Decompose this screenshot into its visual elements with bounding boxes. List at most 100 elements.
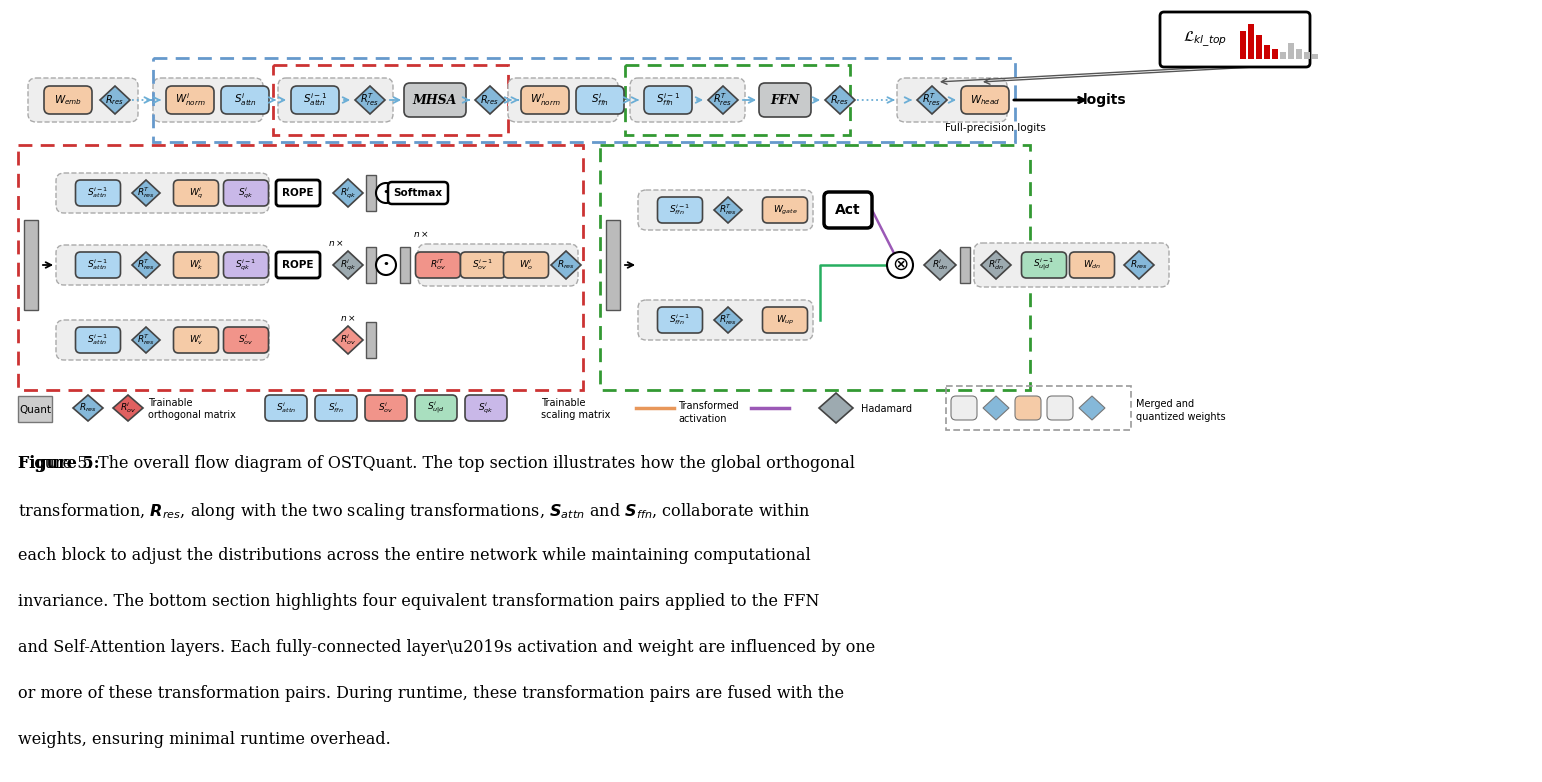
Bar (365, 322, 376, 358)
Polygon shape (333, 179, 362, 207)
Text: $W_{gate}$: $W_{gate}$ (773, 203, 797, 217)
Polygon shape (72, 395, 103, 421)
FancyBboxPatch shape (466, 395, 507, 421)
Text: $R^T_{res}$: $R^T_{res}$ (137, 185, 154, 200)
Text: $W^i_q$: $W^i_q$ (188, 185, 204, 201)
Polygon shape (355, 86, 386, 114)
Text: $n\times$: $n\times$ (341, 313, 356, 323)
Bar (1312, 54, 1318, 59)
FancyBboxPatch shape (365, 395, 407, 421)
FancyBboxPatch shape (521, 86, 569, 114)
Text: $S^i_{ov}$: $S^i_{ov}$ (378, 400, 393, 415)
FancyBboxPatch shape (389, 182, 449, 204)
Text: Figure 5: The overall flow diagram of OSTQuant. The top section illustrates how : Figure 5: The overall flow diagram of OS… (19, 455, 854, 472)
Text: Softmax: Softmax (393, 188, 443, 198)
Text: $R_{res}$: $R_{res}$ (481, 93, 500, 107)
FancyBboxPatch shape (224, 252, 268, 278)
Polygon shape (475, 86, 504, 114)
Text: $S^{i-1}_{attn}$: $S^{i-1}_{attn}$ (88, 257, 108, 272)
FancyBboxPatch shape (418, 244, 578, 286)
Text: $S^i_{ov}$: $S^i_{ov}$ (239, 332, 254, 347)
Polygon shape (981, 251, 1012, 279)
Text: $n\times$: $n\times$ (413, 229, 429, 239)
FancyBboxPatch shape (167, 86, 214, 114)
Text: $R_{res}$: $R_{res}$ (557, 259, 575, 271)
Text: $S^i_{attn}$: $S^i_{attn}$ (276, 400, 296, 415)
Polygon shape (819, 393, 853, 423)
Text: $R^i_{ov}$: $R^i_{ov}$ (341, 332, 356, 347)
Polygon shape (708, 86, 739, 114)
FancyBboxPatch shape (975, 243, 1169, 287)
Polygon shape (1079, 396, 1106, 420)
Bar (153, 58, 1015, 142)
Text: $S^{i-1}_{attn}$: $S^{i-1}_{attn}$ (88, 185, 108, 200)
Polygon shape (1124, 251, 1153, 279)
Text: $S^{i-1}_{ov}$: $S^{i-1}_{ov}$ (472, 257, 493, 272)
Polygon shape (714, 307, 742, 333)
Bar (365, 175, 376, 211)
FancyBboxPatch shape (56, 173, 268, 213)
FancyBboxPatch shape (221, 86, 268, 114)
Polygon shape (714, 197, 742, 223)
FancyBboxPatch shape (762, 197, 808, 223)
Bar (600, 145, 1030, 390)
Polygon shape (100, 86, 130, 114)
FancyBboxPatch shape (1015, 396, 1041, 420)
Text: ROPE: ROPE (282, 260, 313, 270)
Text: $W^i_v$: $W^i_v$ (188, 332, 204, 347)
FancyBboxPatch shape (276, 180, 321, 206)
Bar (25, 220, 39, 310)
Polygon shape (982, 396, 1008, 420)
FancyBboxPatch shape (897, 78, 1007, 122)
Polygon shape (133, 252, 160, 278)
FancyBboxPatch shape (415, 252, 461, 278)
Text: $R^i_{qk}$: $R^i_{qk}$ (339, 257, 356, 273)
Text: $W_{head}$: $W_{head}$ (970, 93, 1001, 107)
Text: Hadamard: Hadamard (860, 404, 911, 414)
FancyBboxPatch shape (507, 78, 618, 122)
FancyBboxPatch shape (823, 192, 871, 228)
Text: $W^i_{norm}$: $W^i_{norm}$ (174, 91, 205, 109)
Polygon shape (333, 251, 362, 279)
Polygon shape (550, 251, 581, 279)
Text: $R^{iT}_{ov}$: $R^{iT}_{ov}$ (430, 257, 446, 272)
FancyBboxPatch shape (657, 307, 703, 333)
Polygon shape (133, 180, 160, 206)
Text: Full-precision logits: Full-precision logits (945, 123, 1045, 133)
FancyBboxPatch shape (76, 180, 120, 206)
Bar (19, 396, 52, 422)
Text: $S^{i-1}_{ffn}$: $S^{i-1}_{ffn}$ (655, 91, 680, 109)
Text: $R^T_{res}$: $R^T_{res}$ (137, 257, 154, 272)
Text: $S^i_{ffn}$: $S^i_{ffn}$ (591, 91, 609, 109)
Text: $S^i_{ffn}$: $S^i_{ffn}$ (328, 400, 344, 415)
Text: $R^T_{res}$: $R^T_{res}$ (361, 91, 379, 109)
Text: logits: logits (1082, 93, 1127, 107)
Text: $R^i_{dn}$: $R^i_{dn}$ (931, 257, 948, 272)
FancyBboxPatch shape (759, 83, 811, 117)
Text: ·: · (382, 184, 390, 202)
FancyBboxPatch shape (461, 252, 506, 278)
Text: FFN: FFN (771, 94, 800, 106)
Text: $S^{i-1}_{u|d}$: $S^{i-1}_{u|d}$ (1033, 256, 1055, 273)
Text: $R_{res}$: $R_{res}$ (1130, 259, 1147, 271)
Text: $\otimes$: $\otimes$ (891, 256, 908, 274)
Polygon shape (333, 326, 362, 354)
Text: $W^i_k$: $W^i_k$ (188, 257, 204, 272)
FancyBboxPatch shape (951, 396, 978, 420)
Text: $R_{res}$: $R_{res}$ (79, 402, 97, 414)
Text: $S^i_{attn}$: $S^i_{attn}$ (233, 91, 256, 109)
FancyBboxPatch shape (56, 245, 268, 285)
Text: ·: · (382, 256, 390, 274)
FancyBboxPatch shape (404, 83, 466, 117)
FancyBboxPatch shape (638, 300, 813, 340)
Text: $W_{emb}$: $W_{emb}$ (54, 93, 82, 107)
FancyBboxPatch shape (174, 252, 219, 278)
Polygon shape (924, 250, 956, 280)
Text: Trainable
orthogonal matrix: Trainable orthogonal matrix (148, 398, 236, 420)
FancyBboxPatch shape (276, 252, 321, 278)
Text: weights, ensuring minimal runtime overhead.: weights, ensuring minimal runtime overhe… (19, 731, 390, 748)
FancyBboxPatch shape (1070, 252, 1115, 278)
Bar (945, 386, 1130, 430)
Text: $S^i_{u|d}$: $S^i_{u|d}$ (427, 400, 446, 416)
Text: activation: activation (678, 414, 726, 424)
